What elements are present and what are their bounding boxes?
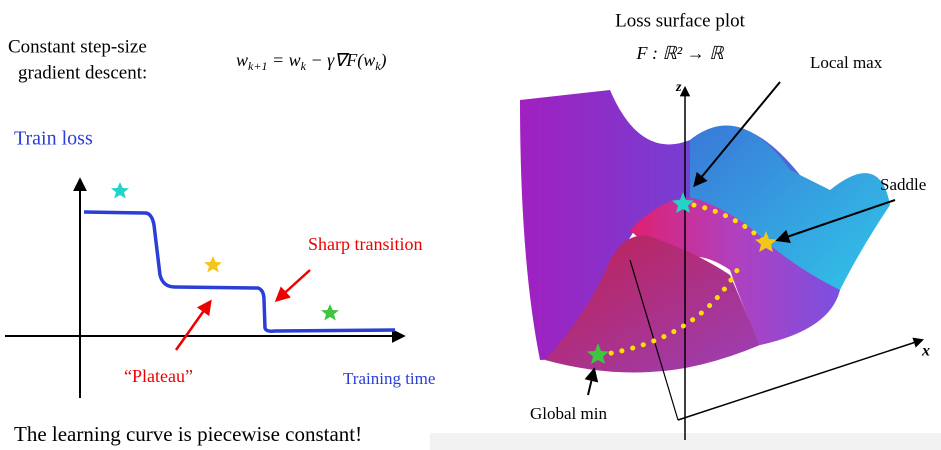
arrow [588,370,594,395]
annotation: Local max [810,53,883,72]
axis-label: z [675,80,682,95]
intro-text: gradient descent: [18,62,147,83]
annotation: “Plateau” [124,366,193,386]
loss-curve [84,212,395,331]
annotation: Sharp transition [308,234,423,254]
formula-part: = w [267,50,300,70]
formula: wk+1 = wk − γ∇F(wk) [236,50,387,73]
arrow [176,302,210,350]
annotation: Saddle [880,175,926,194]
formula-part: k+1 [248,59,267,73]
formula-part: w [236,50,248,70]
star [111,182,129,199]
star [204,256,222,273]
intro-text: Constant step-size [8,36,147,57]
plot-subtitle: F : ℝ² → ℝ [636,43,725,63]
y-label: Train loss [14,128,93,150]
caption: The learning curve is piecewise constant… [14,422,362,446]
formula-part: − γ∇F(w [306,50,375,71]
plot-title: Loss surface plot [615,10,746,31]
star [321,304,339,321]
axis-label: x [921,343,930,360]
figure: Constant step-size gradient descent: wk+… [0,0,941,450]
formula-part: ) [380,50,387,71]
arrow [277,270,310,300]
x-label: Training time [343,369,435,388]
annotation: Global min [530,404,607,423]
